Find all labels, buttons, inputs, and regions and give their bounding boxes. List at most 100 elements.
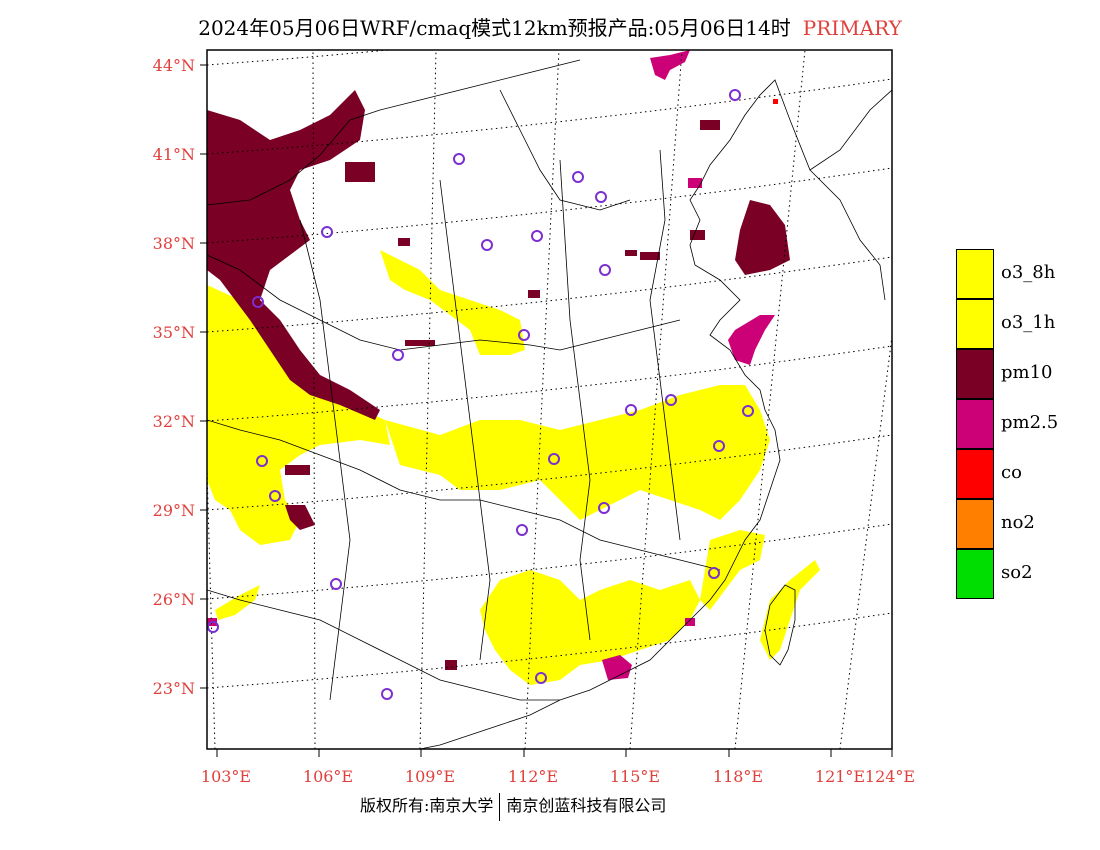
station-marker — [598, 502, 610, 514]
longitude-gridline — [629, 50, 683, 749]
pm25-patch — [688, 178, 702, 188]
border-line — [559, 159, 591, 641]
pm10-patch — [625, 250, 637, 256]
station-marker — [516, 524, 528, 536]
copyright-footer: 版权所有:南京大学 南京创蓝科技有限公司 — [360, 792, 666, 821]
border-line — [207, 589, 560, 701]
lat-label: 29°N — [153, 501, 195, 520]
lat-label: 41°N — [153, 145, 195, 164]
copyright-left: 版权所有:南京大学 — [360, 796, 494, 815]
pm10-patch — [405, 340, 435, 346]
station-marker — [321, 226, 333, 238]
pm25-region-layer — [207, 50, 775, 680]
station-marker — [548, 453, 560, 465]
legend-swatch — [956, 249, 994, 299]
station-marker — [729, 89, 741, 101]
pm10-patch — [690, 230, 705, 240]
legend-swatch — [956, 349, 994, 399]
map-title: 2024年05月06日WRF/cmaq模式12km预报产品:05月06日14时 P… — [0, 12, 1100, 41]
legend-item-so2: so2 — [956, 549, 1096, 599]
taiwan-outline — [764, 584, 796, 666]
legend-swatch — [956, 299, 994, 349]
station-marker — [595, 191, 607, 203]
legend-item-no2: no2 — [956, 499, 1096, 549]
co-patch — [773, 99, 778, 104]
station-marker — [256, 455, 268, 467]
pm10-patch — [445, 660, 457, 670]
border-line — [299, 219, 351, 701]
station-marker — [572, 171, 584, 183]
station-marker — [518, 329, 530, 341]
legend-swatch — [956, 499, 994, 549]
pm10-region-northwest — [207, 90, 380, 420]
lon-label: 118°E — [713, 767, 763, 786]
latitude-gridline — [207, 612, 892, 689]
pm10-region-layer — [207, 90, 790, 670]
border-line — [207, 419, 721, 571]
longitude-gridline — [734, 50, 806, 749]
o3-region-shanxi-henan — [380, 250, 525, 355]
legend-label: co — [1001, 462, 1022, 483]
pm25-region-bohai — [728, 315, 775, 365]
station-marker — [742, 405, 754, 417]
pm10-region-east — [735, 200, 790, 275]
lat-label: 26°N — [153, 590, 195, 609]
legend-item-pm10: pm10 — [956, 349, 1096, 399]
pm10-patch — [398, 238, 410, 246]
pollution-layer — [207, 50, 820, 685]
legend-item-o3-8h: o3_8h — [956, 249, 1096, 299]
lon-label: 124°E — [865, 767, 915, 786]
station-marker — [381, 688, 393, 700]
station-layer — [207, 89, 754, 700]
pm25-region-guangdong — [602, 655, 632, 680]
border-line — [649, 149, 681, 541]
station-marker — [665, 394, 677, 406]
legend-swatch — [956, 399, 994, 449]
station-marker — [599, 264, 611, 276]
border-line — [207, 59, 581, 206]
station-marker — [392, 349, 404, 361]
lon-label: 112°E — [508, 767, 558, 786]
latitude-gridline — [207, 434, 892, 511]
station-marker — [207, 621, 219, 633]
o3-region-taiwan-strait — [760, 560, 820, 660]
legend-item-o3-1h: o3_1h — [956, 299, 1096, 349]
legend-label: pm10 — [1001, 362, 1053, 383]
pm10-region-southwest — [285, 505, 315, 530]
legend-item-co: co — [956, 449, 1096, 499]
title-text: 2024年05月06日WRF/cmaq模式12km预报产品:05月06日14时 — [198, 16, 791, 40]
boundary-lines — [207, 59, 892, 749]
legend-label: o3_1h — [1001, 312, 1056, 333]
copyright-right: 南京创蓝科技有限公司 — [506, 796, 667, 815]
pm10-patch — [700, 120, 720, 130]
lat-label: 32°N — [153, 412, 195, 431]
lon-label: 103°E — [201, 767, 251, 786]
latitude-gridline — [207, 167, 892, 244]
legend-label: o3_8h — [1001, 262, 1056, 283]
title-primary-tag: PRIMARY — [802, 16, 902, 40]
legend-label: pm2.5 — [1001, 412, 1059, 433]
longitude-gridline — [839, 331, 892, 749]
legend-swatch — [956, 549, 994, 599]
graticule — [207, 50, 892, 749]
station-marker — [453, 153, 465, 165]
footer-separator — [499, 792, 501, 821]
o3-region-yunnan — [215, 585, 260, 620]
o3-region-sichuan — [207, 285, 390, 545]
legend-label: no2 — [1001, 512, 1035, 533]
station-marker — [535, 672, 547, 684]
latitude-gridline — [207, 256, 892, 333]
lon-label: 121°E — [815, 767, 865, 786]
o3-region-south — [480, 570, 700, 685]
latitude-gridline — [207, 50, 394, 66]
legend-item-pm25: pm2.5 — [956, 399, 1096, 449]
pm10-patch — [528, 290, 540, 298]
lon-label: 115°E — [610, 767, 660, 786]
station-marker — [252, 296, 264, 308]
lat-label: 35°N — [153, 323, 195, 342]
pm10-patch — [345, 162, 375, 182]
pm10-patch — [640, 252, 660, 260]
map-frame — [206, 49, 893, 750]
pm10-patch — [285, 465, 310, 475]
